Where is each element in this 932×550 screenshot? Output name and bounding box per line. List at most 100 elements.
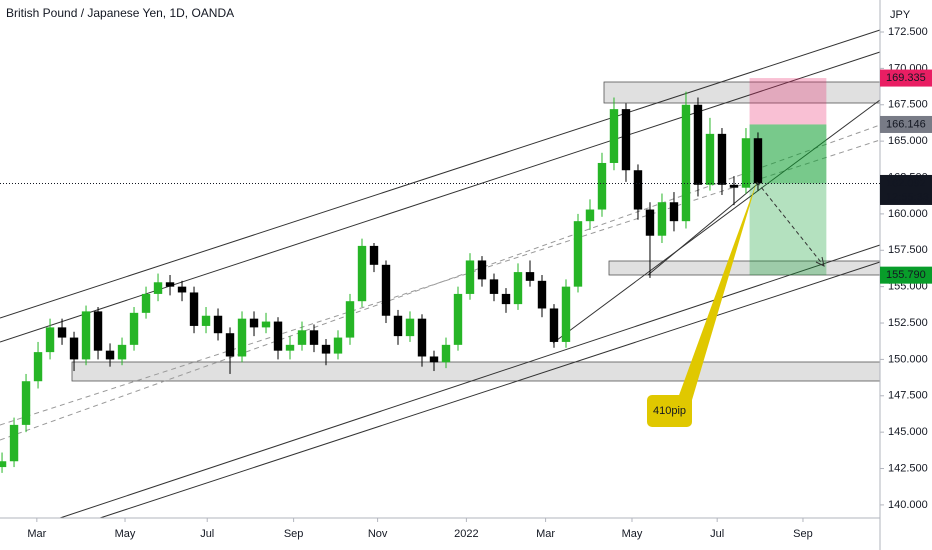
chart-title: British Pound / Japanese Yen, 1D, OANDA	[6, 6, 234, 20]
countdown: 12:55:33	[886, 191, 929, 203]
candle-body	[297, 330, 307, 345]
channel-line	[0, 51, 881, 343]
y-tick-label: 172.500	[888, 26, 928, 38]
candle-body	[105, 350, 115, 360]
candle-body	[693, 104, 703, 185]
price-tag-label: 155.790	[886, 269, 926, 281]
y-tick-label: 167.500	[888, 99, 928, 111]
candle-body	[417, 318, 427, 357]
candle-body	[585, 209, 595, 222]
candle-body	[369, 245, 379, 265]
stop-zone	[749, 78, 827, 125]
channel-line	[0, 29, 881, 319]
mid-line	[0, 139, 881, 426]
candle-body	[201, 315, 211, 326]
channel-line	[99, 261, 881, 519]
x-tick-label: Jul	[710, 528, 724, 540]
candle-body	[165, 282, 175, 287]
candle-body	[561, 286, 571, 342]
callout-box	[647, 395, 692, 427]
x-tick-label: Mar	[536, 528, 555, 540]
candle-body	[573, 221, 583, 287]
candles	[0, 91, 763, 473]
support-zone	[71, 361, 881, 382]
price-tag-label: 166.146	[886, 118, 926, 130]
candle-body	[501, 293, 511, 305]
price-tag	[880, 174, 932, 205]
x-tick-label: Sep	[284, 528, 304, 540]
entry-progress	[749, 124, 827, 184]
y-tick-label: 140.000	[888, 499, 928, 511]
candle-body	[285, 344, 295, 351]
price-tag	[880, 266, 932, 284]
y-tick-label: 150.000	[888, 353, 928, 365]
x-tick-label: May	[622, 528, 643, 540]
price-tag-label: 162.092	[886, 177, 926, 189]
currency-label: JPY	[890, 9, 911, 21]
candle-body	[33, 352, 43, 382]
arrow-head	[815, 256, 825, 267]
x-tick-label: Sep	[793, 528, 813, 540]
candle-body	[633, 170, 643, 210]
candle-body	[381, 264, 391, 316]
candle-body	[9, 424, 19, 462]
axes: 140.000 142.500 145.000 147.500 150.000 152.5…	[0, 26, 932, 540]
price-tag	[880, 115, 932, 133]
wedge-line	[647, 181, 761, 276]
x-tick-label: May	[115, 528, 136, 540]
candle-body	[249, 318, 259, 328]
price-tag-label: 169.335	[886, 72, 926, 84]
callout-pointer	[678, 181, 757, 400]
candle-body	[81, 311, 91, 360]
candle-body	[741, 138, 751, 188]
candle-body	[609, 109, 619, 163]
x-tick-label: Mar	[27, 528, 46, 540]
candle-body	[321, 344, 331, 354]
candle-body	[453, 293, 463, 345]
position-tool	[749, 78, 827, 276]
candle-body	[237, 318, 247, 357]
candle-body	[645, 209, 655, 236]
price-tag	[880, 69, 932, 87]
candle-body	[141, 293, 151, 313]
candle-body	[45, 327, 55, 353]
candle-body	[0, 461, 7, 468]
forecast-arrow	[756, 181, 825, 267]
candle-body	[21, 381, 31, 425]
candle-body	[177, 286, 187, 293]
candle-body	[753, 138, 763, 184]
candle-body	[549, 308, 559, 342]
y-tick-label: 157.500	[888, 244, 928, 256]
candle-body	[513, 272, 523, 305]
candle-body	[57, 327, 67, 338]
target-zone	[749, 124, 827, 276]
candle-body	[525, 272, 535, 281]
candle-body	[189, 292, 199, 326]
candle-body	[261, 321, 271, 328]
candle-body	[681, 104, 691, 222]
y-tick-label: 165.000	[888, 135, 928, 147]
candle-body	[705, 133, 715, 185]
annotation: 410pip	[653, 405, 686, 417]
y-tick-label: 152.500	[888, 317, 928, 329]
candle-body	[69, 337, 79, 360]
candle-body	[357, 245, 367, 302]
mid-line	[0, 124, 881, 441]
y-tick-label: 160.000	[888, 208, 928, 220]
candle-body	[657, 202, 667, 236]
candle-body	[717, 133, 727, 185]
drawings	[0, 29, 881, 519]
candle-body	[669, 202, 679, 222]
candle-body	[537, 280, 547, 309]
candle-body	[273, 321, 283, 351]
wedge-line	[552, 99, 881, 344]
x-tick-label: 2022	[454, 528, 478, 540]
candle-body	[441, 344, 451, 363]
candle-body	[429, 356, 439, 363]
x-tick-label: Nov	[368, 528, 388, 540]
candle-body	[213, 315, 223, 334]
overlay: 410pip British Pound / Japanese Yen, 1D,…	[6, 6, 825, 427]
candle-body	[597, 162, 607, 210]
y-tick-label: 145.000	[888, 426, 928, 438]
resistance-zone	[603, 81, 881, 104]
